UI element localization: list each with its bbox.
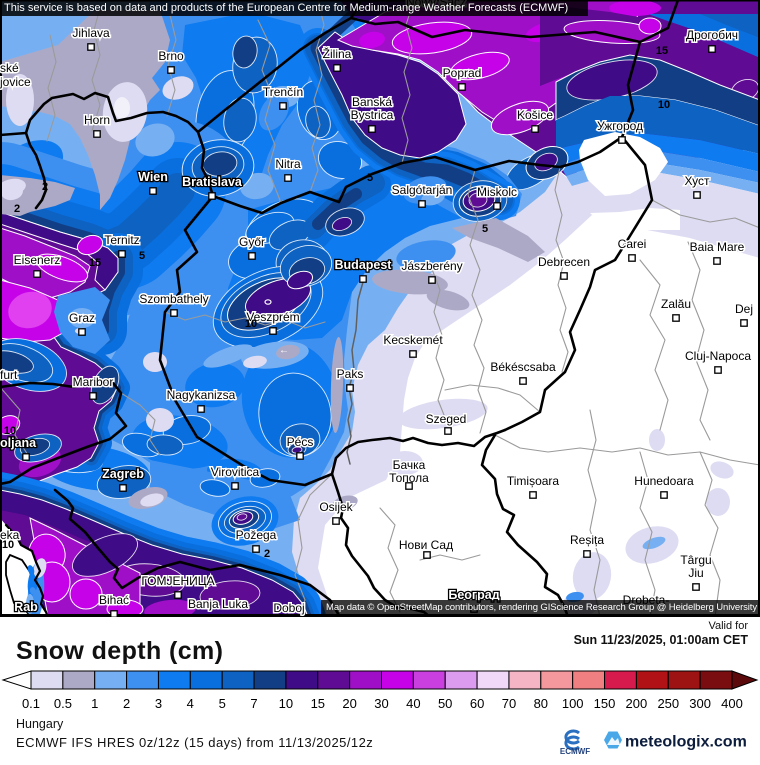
svg-text:Poprad: Poprad	[443, 66, 482, 80]
svg-text:0.1: 0.1	[22, 696, 40, 711]
svg-text:30: 30	[374, 696, 388, 711]
svg-text:3: 3	[155, 696, 162, 711]
svg-text:Eisenerz: Eisenerz	[14, 253, 61, 267]
svg-text:400: 400	[721, 696, 743, 711]
svg-text:2: 2	[123, 696, 130, 711]
svg-text:eka: eka	[0, 528, 20, 542]
svg-text:Banská: Banská	[352, 95, 392, 109]
svg-text:←: ←	[279, 345, 289, 356]
svg-text:Reșița: Reșița	[570, 533, 604, 547]
svg-text:Baia Mare: Baia Mare	[690, 240, 745, 254]
svg-text:40: 40	[406, 696, 420, 711]
svg-text:Bihać: Bihać	[99, 593, 129, 607]
svg-text:80: 80	[534, 696, 548, 711]
svg-text:10: 10	[658, 99, 670, 111]
svg-text:Košice: Košice	[517, 108, 553, 122]
svg-text:Trenčín: Trenčín	[263, 85, 303, 99]
svg-text:Bratislava: Bratislava	[182, 175, 243, 189]
svg-text:5: 5	[139, 250, 145, 262]
svg-text:Brno: Brno	[158, 49, 184, 63]
svg-text:Veszprém: Veszprém	[246, 310, 299, 324]
svg-text:Нови Сад: Нови Сад	[399, 538, 453, 552]
svg-text:20: 20	[342, 696, 356, 711]
svg-text:50: 50	[438, 696, 452, 711]
svg-text:Nagykanizsa: Nagykanizsa	[167, 388, 236, 402]
svg-text:Pécs: Pécs	[287, 435, 314, 449]
svg-text:150: 150	[594, 696, 616, 711]
svg-text:10: 10	[245, 318, 257, 330]
svg-text:Ужгород: Ужгород	[597, 119, 643, 133]
svg-text:Rab: Rab	[14, 600, 38, 614]
svg-text:60: 60	[470, 696, 484, 711]
svg-text:Virovitica: Virovitica	[211, 465, 260, 479]
svg-text:Budapest: Budapest	[335, 258, 393, 272]
svg-text:Carei: Carei	[618, 237, 647, 251]
svg-text:Paks: Paks	[337, 367, 364, 381]
svg-text:4: 4	[187, 696, 194, 711]
svg-text:Ternitz: Ternitz	[104, 233, 139, 247]
svg-text:Miskolc: Miskolc	[477, 185, 517, 199]
svg-text:200: 200	[626, 696, 648, 711]
svg-text:300: 300	[689, 696, 711, 711]
svg-text:5: 5	[219, 696, 226, 711]
svg-text:Jászberény: Jászberény	[401, 259, 462, 273]
svg-text:10: 10	[279, 696, 293, 711]
svg-text:jovice: jovice	[0, 75, 31, 89]
svg-text:Dej: Dej	[735, 302, 753, 316]
svg-text:2: 2	[14, 203, 20, 215]
svg-text:ГОМЈЕНИЦА: ГОМЈЕНИЦА	[141, 574, 214, 588]
svg-text:Žilina: Žilina	[323, 46, 352, 61]
svg-text:Hunedoara: Hunedoara	[634, 474, 694, 488]
svg-text:Бачка: Бачка	[393, 458, 426, 472]
svg-text:Graz: Graz	[69, 311, 95, 325]
svg-text:Београд: Београд	[448, 588, 499, 602]
svg-text:Nitra: Nitra	[275, 157, 301, 171]
svg-text:Maribor: Maribor	[73, 375, 114, 389]
svg-text:ské: ské	[0, 61, 19, 75]
svg-text:Zagreb: Zagreb	[102, 467, 144, 481]
svg-text:Kecskemét: Kecskemét	[383, 333, 443, 347]
svg-text:100: 100	[562, 696, 584, 711]
svg-text:70: 70	[502, 696, 516, 711]
svg-text:oljana: oljana	[0, 436, 37, 450]
svg-text:Salgótarján: Salgótarján	[392, 183, 453, 197]
svg-text:15: 15	[656, 45, 668, 57]
svg-text:Bystrica: Bystrica	[351, 108, 394, 122]
svg-text:Szombathely: Szombathely	[139, 292, 208, 306]
svg-text:Banja Luka: Banja Luka	[188, 597, 248, 611]
svg-text:Хуст: Хуст	[684, 174, 710, 188]
svg-text:10: 10	[4, 425, 16, 437]
svg-text:Cluj-Napoca: Cluj-Napoca	[685, 349, 751, 363]
svg-text:Požega: Požega	[236, 528, 277, 542]
svg-text:Debrecen: Debrecen	[538, 255, 590, 269]
svg-text:1: 1	[91, 696, 98, 711]
svg-text:Zalău: Zalău	[661, 297, 691, 311]
svg-text:Békéscsaba: Békéscsaba	[490, 360, 556, 374]
svg-text:Timișoara: Timișoara	[507, 474, 560, 488]
svg-text:15: 15	[89, 257, 101, 269]
svg-text:15: 15	[311, 696, 325, 711]
svg-text:2: 2	[264, 548, 270, 560]
svg-text:Târgu: Târgu	[680, 553, 711, 567]
svg-text:Wien: Wien	[138, 170, 168, 184]
svg-text:Győr: Győr	[239, 235, 265, 249]
svg-text:Дрогобич: Дрогобич	[686, 28, 738, 42]
svg-text:Osijek: Osijek	[319, 500, 353, 514]
svg-text:5: 5	[367, 172, 373, 184]
svg-text:0.5: 0.5	[54, 696, 72, 711]
svg-text:Jiu: Jiu	[688, 566, 703, 580]
svg-text:Doboj: Doboj	[273, 601, 304, 615]
svg-text:250: 250	[657, 696, 679, 711]
svg-text:Топола: Топола	[389, 471, 429, 485]
svg-text:Szeged: Szeged	[426, 412, 467, 426]
svg-text:ECMWF: ECMWF	[560, 747, 590, 756]
svg-text:5: 5	[482, 223, 488, 235]
svg-text:10: 10	[2, 539, 14, 551]
svg-text:2: 2	[42, 181, 48, 193]
svg-text:7: 7	[250, 696, 257, 711]
svg-text:Jihlava: Jihlava	[72, 26, 110, 40]
svg-text:Horn: Horn	[84, 113, 110, 127]
svg-text:furt: furt	[0, 368, 18, 382]
svg-text:meteologix.com: meteologix.com	[625, 734, 747, 751]
